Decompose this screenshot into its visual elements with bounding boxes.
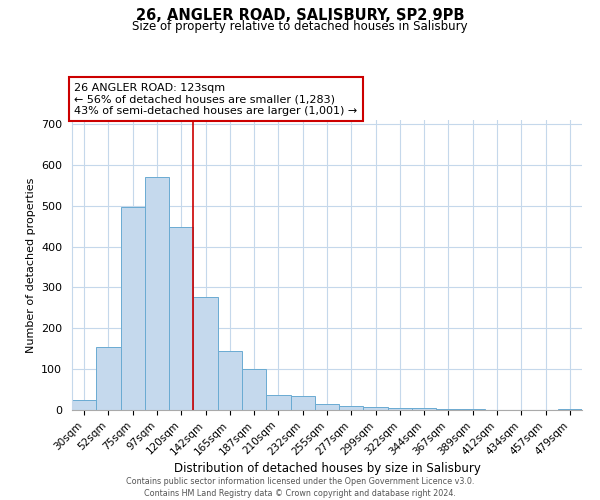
Y-axis label: Number of detached properties: Number of detached properties <box>26 178 35 352</box>
Bar <box>145 177 169 410</box>
Text: 26, ANGLER ROAD, SALISBURY, SP2 9PB: 26, ANGLER ROAD, SALISBURY, SP2 9PB <box>136 8 464 22</box>
Bar <box>364 407 388 410</box>
Bar <box>412 408 436 410</box>
Text: Contains public sector information licensed under the Open Government Licence v3: Contains public sector information licen… <box>126 477 474 486</box>
Bar <box>266 395 290 410</box>
Text: Size of property relative to detached houses in Salisbury: Size of property relative to detached ho… <box>132 20 468 33</box>
X-axis label: Distribution of detached houses by size in Salisbury: Distribution of detached houses by size … <box>173 462 481 475</box>
Bar <box>169 228 193 410</box>
Bar <box>193 297 218 410</box>
Text: 26 ANGLER ROAD: 123sqm
← 56% of detached houses are smaller (1,283)
43% of semi-: 26 ANGLER ROAD: 123sqm ← 56% of detached… <box>74 82 358 116</box>
Text: Contains HM Land Registry data © Crown copyright and database right 2024.: Contains HM Land Registry data © Crown c… <box>144 488 456 498</box>
Bar <box>461 409 485 410</box>
Bar <box>339 406 364 410</box>
Bar <box>290 396 315 410</box>
Bar <box>121 207 145 410</box>
Bar <box>72 400 96 410</box>
Bar <box>436 409 461 410</box>
Bar <box>315 404 339 410</box>
Bar <box>242 369 266 410</box>
Bar <box>388 408 412 410</box>
Bar <box>558 409 582 410</box>
Bar <box>218 351 242 410</box>
Bar <box>96 346 121 410</box>
